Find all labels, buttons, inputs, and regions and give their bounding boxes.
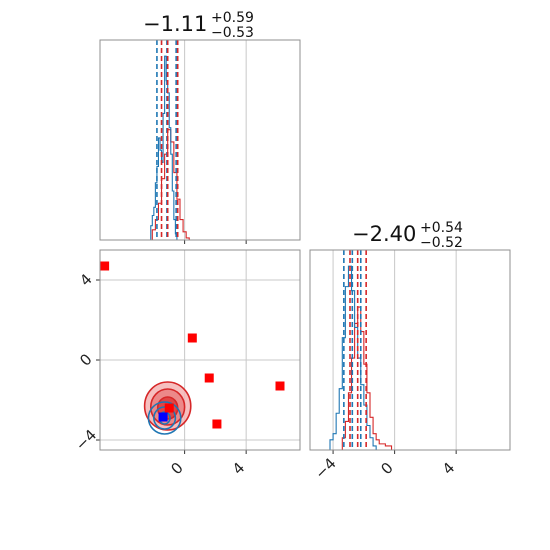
joint-ytick-label-0: 4: [76, 270, 95, 289]
diag2-series-b-hist: [336, 306, 393, 451]
joint-ytick-label-2: −4: [72, 426, 100, 454]
param1-title-main: −1.11: [143, 12, 207, 36]
joint-point-5: [164, 403, 174, 413]
joint-point-0: [100, 261, 110, 271]
param2-title-sup: +0.54: [420, 220, 463, 236]
diag1-frame: [99, 39, 301, 241]
diag2-frame: [309, 249, 511, 451]
diag1-series-a-hist: [138, 55, 178, 241]
joint-panel: 4 0 −4 0 4: [72, 249, 301, 478]
param2-title-main: −2.40: [352, 222, 416, 246]
param1-title-sub: −0.53: [211, 25, 254, 41]
joint-point-4: [212, 419, 222, 429]
joint-frame: [99, 249, 301, 451]
joint-contour-a-1: [153, 406, 177, 430]
diag1-histogram-panel: [99, 39, 301, 244]
joint-contour-a-0: [147, 401, 182, 435]
joint-x-tick-label-1: 4: [229, 459, 248, 478]
joint-ytick-label-1: 0: [76, 350, 95, 369]
param1-title: −1.11: [143, 12, 207, 36]
diag2-x-tick-label-0: −4: [311, 454, 339, 482]
diag2-x-tick-label-2: 4: [439, 459, 458, 478]
diag2-x-tick-label-1: 0: [377, 459, 396, 478]
joint-point-3: [275, 381, 285, 391]
joint-point-1: [187, 333, 197, 343]
param2-title: −2.40: [352, 222, 416, 246]
param2-title-sub: −0.52: [420, 235, 463, 251]
joint-x-tick-label-0: 0: [167, 459, 186, 478]
joint-truth-point: [158, 412, 168, 422]
diag2-histogram-panel: −4 0 4: [309, 249, 511, 483]
joint-point-2: [204, 373, 214, 383]
param1-title-sup: +0.59: [211, 10, 254, 26]
